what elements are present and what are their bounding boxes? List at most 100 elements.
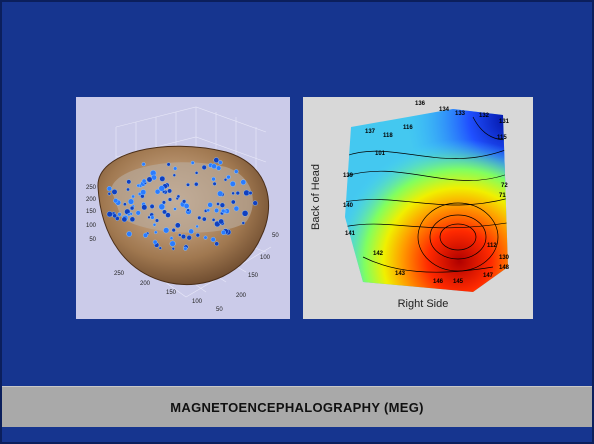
sensor-dot: [123, 203, 126, 206]
sensor-dot: [151, 216, 155, 220]
contour-label: 71: [499, 193, 506, 199]
sensor-dot: [160, 176, 165, 181]
sensor-dot: [187, 235, 192, 240]
sensor-dot: [196, 233, 200, 237]
contour-label: 130: [499, 255, 510, 261]
sensor-dot: [173, 174, 176, 177]
sensor-dot: [143, 233, 148, 238]
x-tick-label: 250: [114, 271, 125, 277]
sensor-dot: [194, 182, 198, 186]
y-tick-label: 50: [272, 233, 279, 239]
contour-label: 132: [479, 113, 490, 119]
sensor-dot: [113, 198, 118, 203]
y-axis-label: Back of Head: [310, 164, 322, 230]
sensor-dot: [163, 228, 169, 234]
sensor-dot: [159, 186, 165, 192]
sensor-dot: [128, 199, 134, 205]
y-tick-label: 100: [260, 255, 271, 261]
sensor-dot: [234, 206, 239, 211]
z-tick-label: 200: [86, 197, 97, 203]
sensor-dot: [162, 201, 166, 205]
z-tick-label: 150: [86, 209, 97, 215]
caption: MAGNETOENCEPHALOGRAPHY (MEG): [170, 400, 424, 415]
contour-label: 145: [453, 279, 464, 285]
sensor-dot: [211, 237, 216, 242]
y-tick-label: 150: [248, 273, 259, 279]
sensor-dot: [214, 208, 218, 212]
sensor-dot: [234, 170, 238, 174]
sensor-dot: [148, 216, 151, 219]
sensor-dot: [177, 195, 180, 198]
sensor-dot: [227, 175, 231, 179]
sensor-dot: [142, 179, 146, 183]
sensor-dot: [181, 234, 186, 239]
sensor-dot: [142, 205, 147, 210]
sensor-dot: [167, 189, 171, 193]
sensor-dot: [196, 225, 199, 228]
sensor-dot: [107, 186, 112, 191]
contour-label: 101: [375, 151, 386, 157]
sensor-dot: [241, 180, 246, 185]
brain-3d-figure: 250 200 150 100 50 250 200 150 100 50 50…: [76, 97, 290, 319]
sensor-dot: [218, 161, 222, 165]
sensor-dot: [159, 204, 165, 210]
sensor-dot: [204, 236, 208, 240]
y-tick-label: 200: [236, 293, 247, 299]
contour-label: 142: [373, 251, 384, 257]
sensor-dot: [172, 228, 176, 232]
contour-label: 141: [345, 231, 356, 237]
sensor-dot: [221, 209, 225, 213]
sensor-dot: [219, 219, 224, 224]
contour-label: 137: [365, 129, 376, 135]
z-tick-label: 50: [89, 237, 96, 243]
sensor-dot: [113, 214, 117, 218]
sensor-dot: [236, 191, 240, 195]
sensor-dot: [242, 210, 248, 216]
sensor-dot: [182, 200, 186, 204]
sensor-dot: [108, 192, 111, 195]
contour-label: 72: [501, 183, 508, 189]
sensor-dot: [217, 191, 223, 197]
z-tick-label: 250: [86, 185, 97, 191]
slide: 250 200 150 100 50 250 200 150 100 50 50…: [0, 0, 594, 444]
sensor-dot: [147, 177, 152, 182]
contour-label: 118: [383, 133, 393, 139]
x-axis-label: Right Side: [398, 298, 449, 310]
sensor-dot: [172, 247, 175, 250]
sensor-dot: [127, 180, 131, 184]
sensor-dot: [191, 161, 194, 164]
sensor-dot: [141, 190, 146, 195]
sensor-dot: [128, 213, 131, 216]
contour-label: 139: [343, 173, 354, 179]
sensor-dot: [230, 181, 235, 186]
sensor-dot: [153, 223, 156, 226]
sensor-dot: [130, 206, 134, 210]
sensor-dot: [216, 166, 221, 171]
sensor-dot: [220, 203, 225, 208]
sensor-dot: [212, 177, 216, 181]
sensor-dot: [216, 202, 219, 205]
sensor-dot: [189, 229, 194, 234]
sensor-dot: [170, 237, 173, 240]
sensor-dot: [132, 195, 135, 198]
contour-label: 148: [499, 265, 510, 271]
sensor-dot: [168, 198, 172, 202]
sensor-dot: [136, 211, 141, 216]
sensor-dot: [155, 219, 159, 223]
contour-label: 147: [483, 273, 494, 279]
sensor-dot: [184, 247, 188, 251]
sensor-dot: [167, 163, 171, 167]
sensor-dot: [208, 202, 213, 207]
sensor-dot: [242, 222, 245, 225]
sensor-dot: [174, 208, 177, 211]
x-tick-label: 100: [192, 299, 203, 305]
sensor-dot: [112, 189, 117, 194]
contour-label: 146: [433, 279, 444, 285]
contour-label: 115: [497, 135, 507, 141]
sensor-dot: [159, 247, 162, 250]
sensor-dot: [126, 188, 129, 191]
sensor-dot: [214, 158, 219, 163]
sensor-dot: [153, 240, 157, 244]
contour-label: 116: [403, 125, 413, 131]
